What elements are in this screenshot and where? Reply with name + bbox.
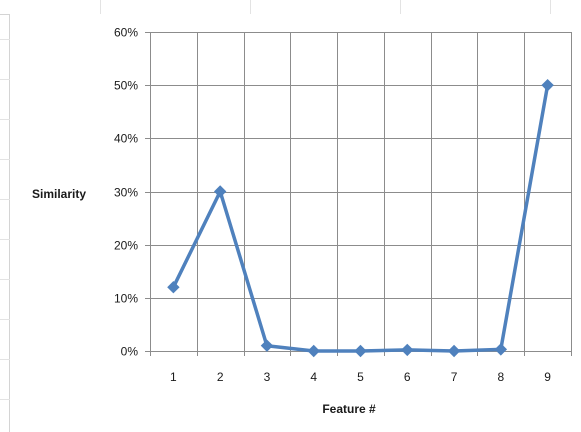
y-tick-label: 10% [114,292,138,306]
x-tick-label: 3 [264,370,271,384]
x-tick-label: 2 [217,370,224,384]
data-point-marker[interactable] [307,344,320,358]
data-point-marker[interactable] [260,339,274,352]
y-tick-label: 30% [114,186,138,200]
gridlines [150,32,572,351]
series-layer [167,78,554,358]
data-point-marker[interactable] [541,78,554,92]
y-tick-label: 60% [114,26,138,40]
chart-area[interactable]: 0% 10% 20% 30% 40% 50% 60% 1 2 3 4 5 6 7 8 9 Similarit… [10,14,581,432]
x-tick-label: 8 [497,370,504,384]
data-point-marker[interactable] [167,280,180,294]
x-tick-label: 9 [544,370,551,384]
x-tick-label: 7 [451,370,458,384]
y-tick-label: 20% [114,239,138,253]
data-point-marker[interactable] [354,344,367,358]
x-tick-label: 4 [310,370,317,384]
x-tick-label: 1 [170,370,177,384]
y-axis-title: Similarity [32,187,86,201]
x-tick-label: 5 [357,370,364,384]
line-chart: 0% 10% 20% 30% 40% 50% 60% 1 2 3 4 5 6 7 8 9 Similarit… [32,26,572,416]
y-tick-label: 50% [114,79,138,93]
series-line [171,83,550,353]
y-tick-labels: 0% 10% 20% 30% 40% 50% 60% [114,26,138,359]
x-tick-labels: 1 2 3 4 5 6 7 8 9 [170,370,551,384]
x-tick-label: 6 [404,370,411,384]
data-point-marker[interactable] [494,343,508,356]
data-point-marker[interactable] [213,185,227,198]
data-point-marker[interactable] [447,344,461,358]
y-tick-label: 0% [121,345,139,359]
x-axis-title: Feature # [322,402,376,416]
data-point-marker[interactable] [401,343,414,357]
y-tick-label: 40% [114,132,138,146]
